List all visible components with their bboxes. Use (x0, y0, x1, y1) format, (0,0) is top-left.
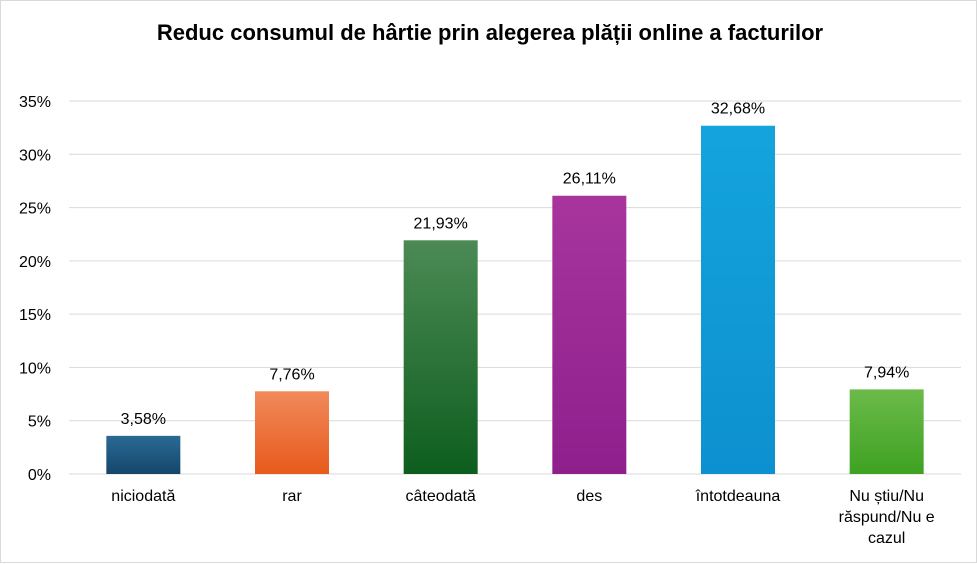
y-tick-label: 20% (19, 254, 51, 271)
y-tick-label: 35% (19, 94, 51, 111)
chart-title: Reduc consumul de hârtie prin alegerea p… (157, 20, 824, 45)
gridlines (69, 100, 961, 475)
category-label: Nu știu/Nu răspund/Nu e cazul (839, 488, 935, 547)
x-axis-categories: niciodată rar câteodată des întotdeauna Nu șt… (111, 488, 934, 547)
y-tick-label: 0% (28, 467, 51, 484)
data-label: 26,11% (563, 171, 616, 188)
y-tick-label: 10% (19, 360, 51, 377)
bar (403, 240, 478, 474)
data-label: 7,76% (269, 366, 314, 383)
category-label: întotdeauna (695, 488, 781, 505)
y-axis-ticks: 0% 5% 10% 15% 20% 25% 30% 35% (19, 94, 51, 484)
category-label: rar (282, 488, 302, 505)
data-label: 32,68% (711, 101, 765, 118)
data-label: 7,94% (864, 364, 909, 381)
data-labels: 3,58% 7,76% 21,93% 26,11% 32,68% 7,94% (121, 101, 910, 428)
y-tick-label: 15% (19, 307, 51, 324)
bar (701, 125, 775, 474)
data-label: 3,58% (121, 411, 166, 428)
data-label: 21,93% (414, 215, 468, 232)
y-tick-label: 5% (28, 414, 51, 431)
bar (849, 389, 924, 474)
bar (106, 435, 181, 474)
category-label: câteodată (406, 488, 476, 505)
category-label: des (576, 488, 602, 505)
category-label: niciodată (111, 488, 175, 505)
bar (552, 195, 627, 474)
y-tick-label: 30% (19, 147, 51, 164)
bars (106, 125, 924, 474)
bar (255, 391, 329, 474)
y-tick-label: 25% (19, 201, 51, 218)
